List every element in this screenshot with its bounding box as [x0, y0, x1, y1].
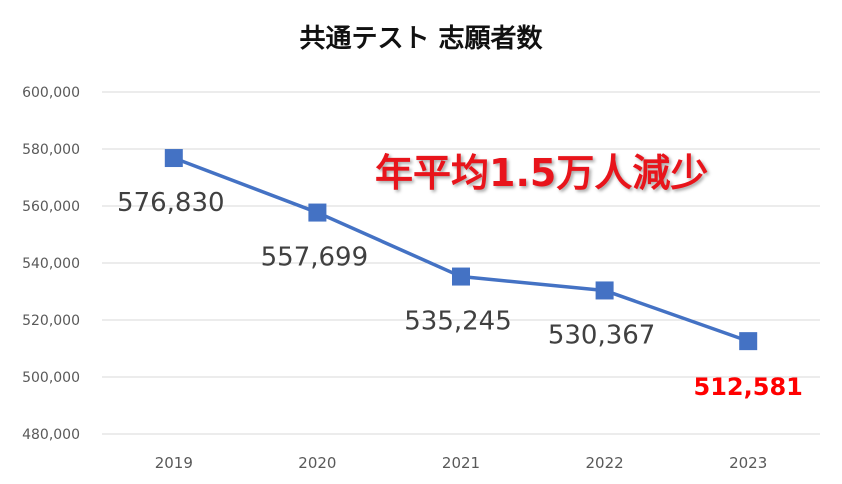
y-tick-label: 520,000: [22, 313, 80, 329]
x-tick-label: 2021: [442, 454, 480, 472]
y-tick-label: 560,000: [22, 199, 80, 215]
x-tick-label: 2023: [729, 454, 767, 472]
chart-title: 共通テスト 志願者数: [299, 24, 543, 54]
data-labels: 576,830 557,699 535,245 530,367 512,581: [117, 188, 803, 401]
y-tick-label: 500,000: [22, 370, 80, 386]
y-tick-label: 600,000: [22, 85, 80, 101]
gridlines: [102, 91, 820, 435]
data-point-marker: [164, 149, 183, 168]
y-tick-label: 480,000: [22, 427, 80, 443]
data-point-marker: [739, 332, 758, 351]
y-tick-label: 540,000: [22, 256, 80, 272]
data-label: 535,245: [404, 307, 512, 337]
chart-annotation: 年平均1.5万人減少: [375, 151, 709, 195]
data-point-marker: [308, 203, 327, 222]
data-label: 557,699: [261, 243, 369, 273]
y-axis-ticks: 480,000 500,000 520,000 540,000 560,000 580,0…: [22, 85, 80, 443]
data-point-marker: [452, 267, 470, 286]
y-tick-label: 580,000: [22, 142, 80, 158]
series-line: [164, 149, 758, 351]
data-label: 576,830: [117, 188, 225, 218]
data-point-marker: [595, 281, 614, 300]
x-tick-label: 2020: [298, 454, 336, 472]
data-label: 530,367: [548, 320, 656, 350]
x-tick-label: 2022: [586, 454, 624, 472]
x-tick-label: 2019: [155, 454, 193, 472]
data-label: 512,581: [694, 373, 803, 401]
x-axis-ticks: 2019 2020 2021 2022 2023: [155, 454, 768, 472]
